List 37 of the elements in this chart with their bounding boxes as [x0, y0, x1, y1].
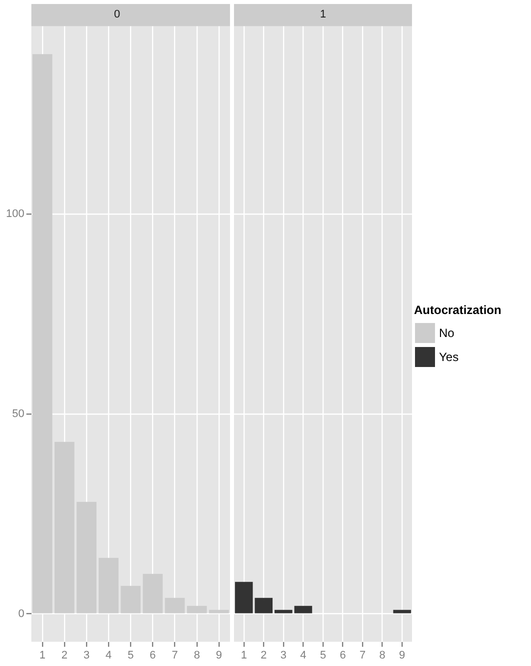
- legend-label: No: [439, 326, 454, 340]
- x-tick-label: 8: [379, 649, 386, 662]
- bar: [76, 502, 96, 614]
- bar: [120, 586, 141, 614]
- bar: [234, 582, 253, 614]
- x-tick-label: 1: [39, 649, 46, 662]
- x-tick-label: 3: [280, 649, 287, 662]
- x-tick-label: 7: [172, 649, 178, 662]
- x-tick-label: 8: [194, 649, 200, 662]
- x-tick-label: 2: [61, 649, 68, 662]
- x-tick-label: 6: [340, 649, 346, 662]
- bar: [32, 54, 52, 614]
- bar: [142, 574, 163, 614]
- x-tick-label: 5: [128, 649, 134, 662]
- x-tick-label: 9: [399, 649, 406, 662]
- y-tick-label: 100: [6, 208, 24, 220]
- chart-title: 0: [114, 8, 120, 21]
- x-tick-label: 3: [83, 649, 90, 662]
- x-tick-label: 2: [260, 649, 267, 662]
- y-tick-label: 0: [18, 608, 24, 620]
- bar: [186, 606, 207, 614]
- x-tick-label: 4: [300, 649, 306, 662]
- bar: [254, 598, 273, 614]
- chart-title: 1: [320, 8, 326, 21]
- bar: [164, 598, 185, 614]
- x-tick-label: 1: [240, 649, 247, 662]
- x-tick-label: 9: [216, 649, 222, 662]
- bar: [294, 606, 312, 614]
- x-tick-label: 6: [150, 649, 156, 662]
- x-tick-label: 7: [359, 649, 366, 662]
- y-tick-label: 50: [12, 408, 24, 420]
- legend-title: Autocratization: [414, 303, 502, 317]
- legend-label: Yes: [439, 350, 459, 364]
- x-tick-label: 4: [106, 649, 112, 662]
- bar: [54, 442, 74, 614]
- bar: [98, 558, 119, 614]
- x-tick-label: 5: [320, 649, 326, 662]
